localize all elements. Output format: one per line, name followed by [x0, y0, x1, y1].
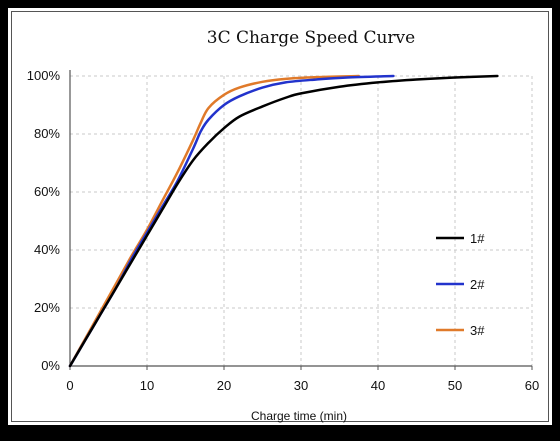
x-tick-label: 10 [140, 378, 154, 393]
y-tick-label: 80% [34, 126, 60, 141]
x-tick-label: 40 [371, 378, 385, 393]
x-tick-label: 0 [66, 378, 73, 393]
y-tick-label: 0% [41, 358, 60, 373]
y-tick-label: 20% [34, 300, 60, 315]
series-lines [68, 74, 499, 368]
y-tick-label: 100% [27, 68, 61, 83]
series-line-2 [68, 74, 395, 368]
series-line-1 [68, 74, 499, 368]
legend-label-3: 3# [470, 323, 485, 338]
x-tick-label: 30 [294, 378, 308, 393]
series-line-3 [68, 74, 360, 368]
y-tick-label: 60% [34, 184, 60, 199]
line-chart: 3C Charge Speed Curve Charge time (min) … [27, 28, 539, 423]
x-tick-label: 50 [448, 378, 462, 393]
y-tick-label: 40% [34, 242, 60, 257]
x-axis-label: Charge time (min) [251, 409, 347, 423]
x-tick-label: 20 [217, 378, 231, 393]
x-tick-label: 60 [525, 378, 539, 393]
chart-title: 3C Charge Speed Curve [207, 28, 415, 48]
grid [70, 75, 533, 366]
legend-label-1: 1# [470, 231, 485, 246]
tick-labels: 0% 20% 40% 60% 80% 100% 0 10 20 30 40 50 60 [27, 68, 539, 393]
legend-label-2: 2# [470, 277, 485, 292]
legend: 1# 2# 3# [436, 231, 485, 338]
